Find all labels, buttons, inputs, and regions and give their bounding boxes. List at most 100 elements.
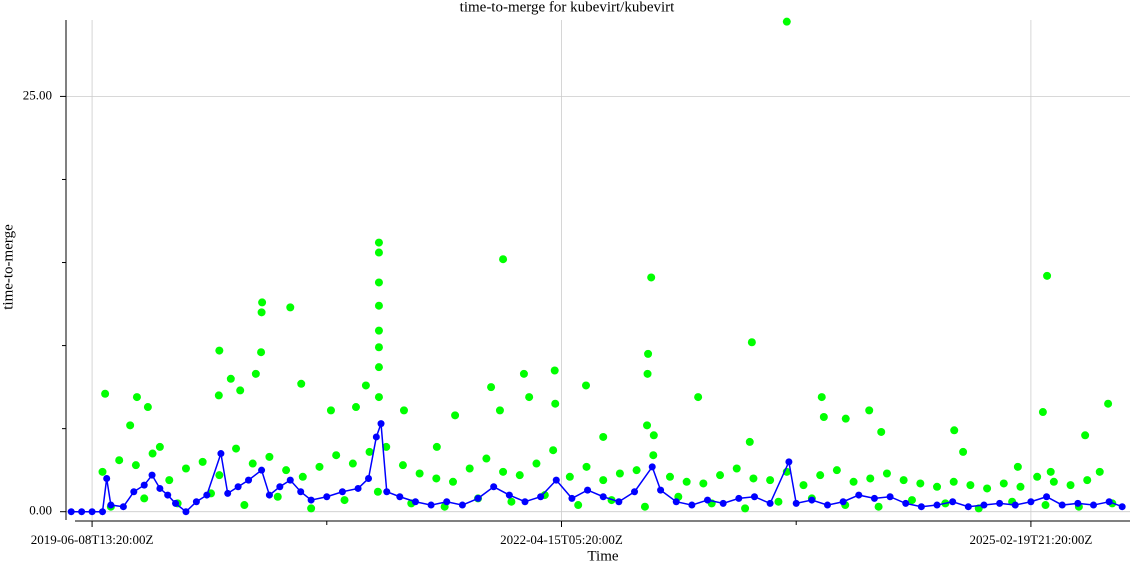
line-point <box>657 486 665 494</box>
scatter-point <box>1083 476 1092 485</box>
scatter-point <box>432 474 441 483</box>
line-point <box>182 508 190 516</box>
line-point <box>88 508 96 516</box>
scatter-point <box>365 447 374 456</box>
scatter-point <box>374 326 383 335</box>
line-point <box>234 483 242 491</box>
scatter-point <box>640 502 649 511</box>
x-tick-label: 2025-02-19T21:20:00Z <box>970 532 1093 547</box>
scatter-point <box>1081 431 1090 440</box>
scatter-point <box>181 464 190 473</box>
scatter-point <box>959 447 968 456</box>
scatter-point <box>849 477 858 486</box>
scatter-point <box>832 466 841 475</box>
scatter-point <box>649 451 658 460</box>
scatter-point <box>286 303 295 312</box>
y-tick-label: 0.00 <box>29 503 52 518</box>
scatter-point <box>882 469 891 478</box>
scatter-point <box>257 308 266 317</box>
scatter-point <box>465 464 474 473</box>
line-point <box>808 496 816 504</box>
scatter-point <box>741 504 750 513</box>
scatter-point <box>515 471 524 480</box>
scatter-point <box>315 462 324 471</box>
scatter-point <box>865 406 874 415</box>
scatter-point <box>999 479 1008 488</box>
line-point <box>192 498 200 506</box>
scatter-point <box>374 363 383 372</box>
line-point <box>265 491 273 499</box>
line-point <box>1118 503 1126 511</box>
scatter-point <box>747 338 756 347</box>
scatter-point <box>774 497 783 506</box>
line-point <box>443 498 451 506</box>
scatter-point <box>1046 467 1055 476</box>
scatter-point <box>374 248 383 257</box>
scatter-point <box>348 459 357 468</box>
line-point <box>1105 498 1113 506</box>
line-point <box>537 493 545 501</box>
line-point <box>599 493 607 501</box>
scatter-point <box>933 482 942 491</box>
line-point <box>67 508 75 516</box>
line-point <box>568 494 576 502</box>
line-point <box>766 499 774 507</box>
line-point <box>964 503 972 511</box>
line-point <box>99 508 107 516</box>
scatter-point <box>694 393 703 402</box>
scatter-point <box>816 471 825 480</box>
chart-title: time-to-merge for kubevirt/kubevirt <box>460 0 675 15</box>
line-point <box>217 450 225 458</box>
scatter-point <box>155 442 164 451</box>
line-point <box>719 499 727 507</box>
scatter-point <box>215 346 224 355</box>
scatter-point <box>799 481 808 490</box>
scatter-point <box>782 17 791 26</box>
line-point <box>377 420 385 428</box>
scatter-point <box>101 389 110 398</box>
scatter-point <box>745 437 754 446</box>
line-point <box>427 501 435 509</box>
line-point <box>688 501 696 509</box>
scatter-point <box>632 466 641 475</box>
line-point <box>672 498 680 506</box>
scatter-point <box>599 476 608 485</box>
scatter-point <box>98 467 107 476</box>
scatter-point <box>165 476 174 485</box>
line-point <box>615 498 623 506</box>
line-point <box>297 488 305 496</box>
line-point <box>750 493 758 501</box>
line-point <box>78 508 86 516</box>
scatter-point <box>374 343 383 352</box>
line-point <box>980 501 988 509</box>
scatter-point <box>398 461 407 470</box>
scatter-point <box>236 386 245 395</box>
line-point <box>103 474 111 482</box>
line-point <box>224 489 232 497</box>
scatter-point <box>499 255 508 264</box>
scatter-point <box>382 442 391 451</box>
scatter-point <box>665 472 674 481</box>
scatter-point <box>232 444 241 453</box>
scatter-point <box>143 403 152 412</box>
scatter-point <box>115 456 124 465</box>
scatter-point <box>361 381 370 390</box>
scatter-point <box>326 406 335 415</box>
scatter-point <box>574 501 583 510</box>
line-point <box>354 484 362 492</box>
scatter-point <box>226 374 235 383</box>
scatter-point <box>487 383 496 392</box>
scatter-point <box>374 278 383 287</box>
x-tick-label: 2019-06-08T13:20:00Z <box>31 532 154 547</box>
scatter-point <box>699 479 708 488</box>
line-point <box>458 501 466 509</box>
scatter-point <box>966 481 975 490</box>
y-axis-title: time-to-merge <box>0 224 16 310</box>
line-point <box>323 493 331 501</box>
scatter-point <box>373 487 382 496</box>
scatter-point <box>950 426 959 435</box>
scatter-point <box>1038 408 1047 417</box>
scatter-point <box>983 484 992 493</box>
line-point <box>792 499 800 507</box>
scatter-point <box>1095 467 1104 476</box>
